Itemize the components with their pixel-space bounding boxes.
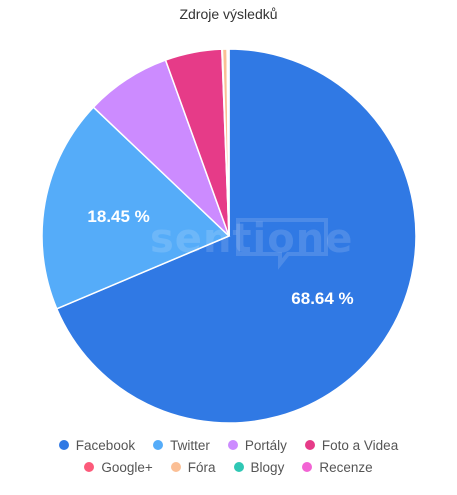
legend-item-recenze[interactable]: Recenze: [302, 459, 373, 475]
legend-marker: [302, 462, 313, 472]
legend-marker: [304, 440, 315, 450]
legend-label: Facebook: [75, 437, 136, 453]
legend-item-f-ra[interactable]: Fóra: [170, 459, 216, 475]
legend-marker: [58, 440, 69, 450]
legend-label: Portály: [244, 437, 287, 453]
legend-marker: [153, 440, 164, 450]
legend-marker: [170, 462, 181, 472]
legend-label: Fóra: [187, 459, 216, 475]
pie-slice-twitter[interactable]: [41, 106, 231, 310]
legend-marker: [227, 440, 238, 450]
legend-label: Recenze: [319, 459, 373, 475]
chart-title: Zdroje výsledků: [179, 6, 278, 22]
legend-marker: [233, 462, 244, 472]
legend-item-foto-a-videa[interactable]: Foto a Videa: [304, 437, 399, 453]
slice-label-facebook: 68.64 %: [291, 289, 353, 308]
legend-item-blogy[interactable]: Blogy: [233, 459, 285, 475]
legend-item-facebook[interactable]: Facebook: [58, 437, 136, 453]
legend-label: Google+: [101, 459, 153, 475]
watermark-logo: sentione: [150, 216, 353, 270]
legend-row: Facebook Twitter Portály Foto a Videa: [0, 434, 457, 456]
legend-item-twitter[interactable]: Twitter: [153, 438, 210, 453]
legend-item-google-[interactable]: Google+: [84, 459, 153, 475]
pie-slice-recenze[interactable]: [227, 48, 230, 237]
slice-label-twitter: 18.45 %: [87, 207, 149, 226]
legend-marker: [84, 462, 95, 472]
pie-chart: sentione 68.64 % 18.45 %: [41, 48, 417, 424]
slice-labels: 68.64 % 18.45 %: [87, 207, 353, 308]
legend-label: Twitter: [170, 437, 210, 453]
pie-slice-facebook[interactable]: [55, 48, 417, 424]
watermark-text: sentione: [150, 216, 353, 262]
legend-row: Google+ Fóra Blogy Recenze: [0, 456, 457, 478]
legend-label: Blogy: [250, 459, 285, 475]
legend-item-port-ly[interactable]: Portály: [227, 437, 287, 453]
legend: Facebook Twitter Portály Foto a Videa Google…: [0, 434, 457, 478]
pie-slices: [41, 48, 417, 424]
legend-label: Foto a Videa: [321, 437, 399, 453]
